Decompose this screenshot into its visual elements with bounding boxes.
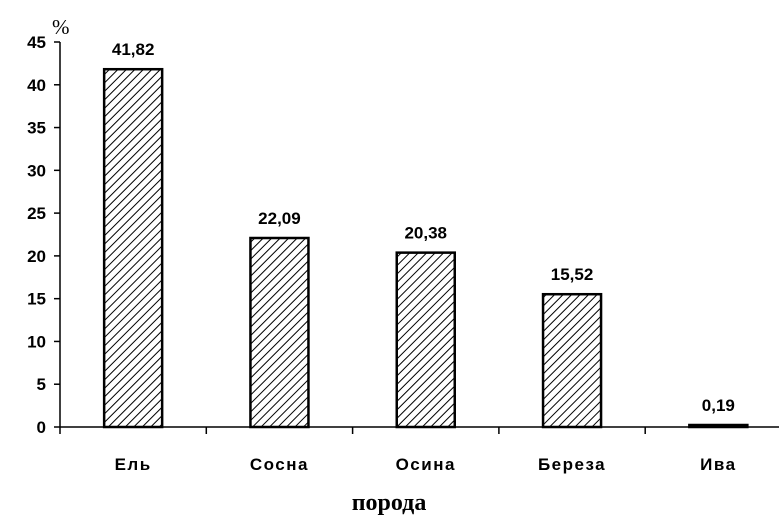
y-tick-label: 30 bbox=[27, 161, 46, 180]
y-tick-label: 25 bbox=[27, 204, 46, 223]
x-category-label: Сосна bbox=[250, 455, 309, 474]
bar-value-label: 0,19 bbox=[702, 396, 735, 415]
x-category-label: Ива bbox=[700, 455, 736, 474]
bar bbox=[102, 67, 164, 429]
bar bbox=[688, 423, 749, 429]
y-axis: 0 5 10 15 20 25 30 35 40 45 bbox=[27, 33, 61, 437]
x-axis-title: порода bbox=[352, 490, 427, 516]
bar bbox=[395, 251, 456, 429]
y-tick-label: 45 bbox=[27, 33, 46, 52]
y-tick-label: 15 bbox=[27, 290, 46, 309]
x-axis: Ель Сосна Осина Береза Ива bbox=[59, 426, 779, 474]
bar bbox=[541, 292, 603, 429]
y-axis-unit-label: % bbox=[52, 15, 70, 39]
bar-value-label: 20,38 bbox=[404, 224, 447, 243]
x-category-label: Береза bbox=[538, 455, 606, 474]
bar-value-label: 22,09 bbox=[258, 209, 301, 228]
bars bbox=[102, 67, 749, 429]
bar-value-label: 15,52 bbox=[551, 265, 594, 284]
y-tick-label: 0 bbox=[37, 418, 46, 437]
x-category-label: Осина bbox=[396, 455, 456, 474]
y-tick-label: 20 bbox=[27, 247, 46, 266]
x-category-label: Ель bbox=[115, 455, 152, 474]
bar bbox=[249, 236, 310, 429]
y-tick-label: 40 bbox=[27, 76, 46, 95]
data-labels: 41,82 22,09 20,38 15,52 0,19 bbox=[112, 40, 735, 415]
y-tick-label: 10 bbox=[27, 332, 46, 351]
y-tick-label: 5 bbox=[37, 375, 46, 394]
y-tick-label: 35 bbox=[27, 119, 46, 138]
bar-value-label: 41,82 bbox=[112, 40, 155, 59]
